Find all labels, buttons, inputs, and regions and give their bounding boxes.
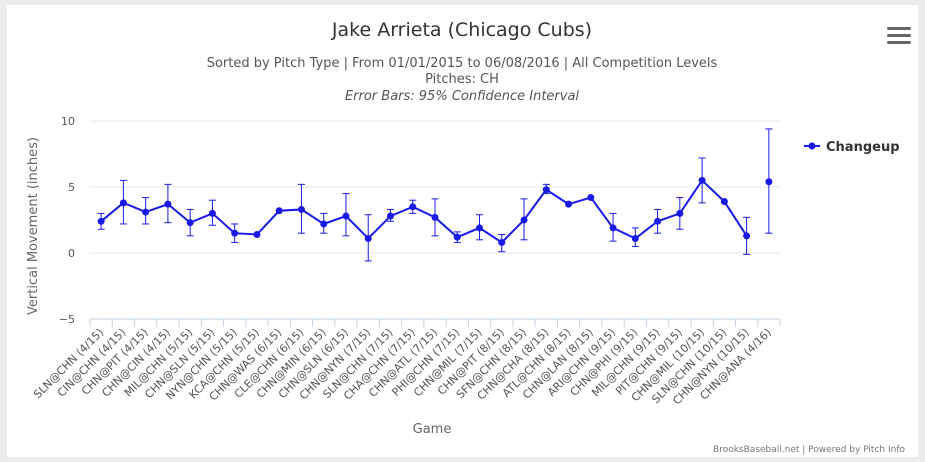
- data-point: [476, 224, 484, 232]
- data-point: [164, 200, 172, 208]
- y-axis-label: Vertical Movement (inches): [26, 137, 41, 315]
- data-point: [542, 186, 550, 194]
- data-point: [431, 213, 439, 221]
- data-point: [119, 199, 127, 207]
- credits[interactable]: BrooksBaseball.net | Powered by Pitch In…: [713, 445, 905, 455]
- y-tick-label: 5: [68, 181, 75, 194]
- chart-subtitle-error-bars: Error Bars: 95% Confidence Interval: [345, 89, 579, 104]
- data-point: [765, 178, 773, 186]
- legend-marker: [808, 142, 816, 150]
- y-tick-label: −5: [59, 313, 75, 326]
- data-point: [297, 205, 305, 213]
- data-point: [97, 217, 105, 225]
- data-point: [275, 207, 283, 215]
- data-point: [676, 209, 684, 217]
- series-line-changeup: [100, 178, 748, 244]
- y-tick-label: 10: [61, 115, 75, 128]
- chart-subtitle-pitches: Pitches: CH: [425, 72, 499, 87]
- data-point: [743, 232, 751, 240]
- data-point: [142, 208, 150, 216]
- data-point: [498, 238, 506, 246]
- chart-subtitle: Sorted by Pitch Type | From 01/01/2015 t…: [207, 56, 718, 71]
- chart-svg: Jake Arrieta (Chicago Cubs) Sorted by Pi…: [26, 19, 905, 455]
- chart-title: Jake Arrieta (Chicago Cubs): [331, 19, 592, 41]
- y-tick-label: 0: [68, 247, 75, 260]
- data-point: [186, 219, 194, 227]
- data-point: [342, 212, 350, 220]
- x-axis-label: Game: [413, 422, 452, 437]
- data-point: [320, 220, 328, 228]
- data-point: [565, 200, 573, 208]
- data-point: [208, 209, 216, 217]
- data-point: [631, 234, 639, 242]
- data-point: [409, 203, 417, 211]
- data-point: [587, 194, 595, 202]
- data-point: [453, 233, 461, 241]
- data-point: [654, 217, 662, 225]
- hamburger-menu-icon[interactable]: [887, 27, 911, 47]
- legend-label: Changeup: [826, 140, 900, 155]
- data-point: [231, 229, 239, 237]
- data-point: [698, 176, 706, 184]
- legend[interactable]: Changeup: [804, 140, 900, 155]
- data-point: [520, 216, 528, 224]
- data-point: [609, 224, 617, 232]
- data-point: [253, 231, 261, 239]
- chart-frame: Jake Arrieta (Chicago Cubs) Sorted by Pi…: [7, 5, 918, 457]
- data-point: [386, 212, 394, 220]
- data-point: [364, 234, 372, 242]
- data-point: [720, 198, 728, 206]
